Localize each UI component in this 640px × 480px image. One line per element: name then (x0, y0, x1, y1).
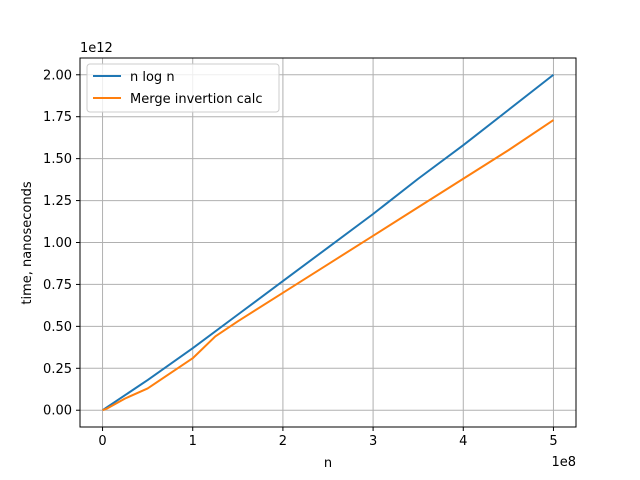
ticks: 0 1 2 3 4 5 0.00 0.25 0.50 0.75 1.00 1.25 1.50 1.75 2.… (43, 68, 558, 449)
x-tick-label: 5 (549, 434, 557, 449)
y-tick-label: 0.25 (43, 362, 72, 377)
y-tick-label: 1.00 (43, 236, 72, 251)
legend: n log n Merge invertion calc (86, 63, 280, 113)
y-tick-label: 2.00 (43, 68, 72, 83)
legend-box (86, 63, 280, 113)
x-axis-offset-label: 1e8 (551, 455, 576, 470)
series-line-1 (102, 119, 555, 412)
y-tick-label: 1.75 (43, 110, 72, 125)
x-tick-label: 2 (279, 434, 287, 449)
x-tick-label: 1 (189, 434, 197, 449)
series-line-0 (101, 73, 555, 412)
y-tick-label: 0.00 (43, 404, 72, 419)
y-tick-label: 0.75 (43, 278, 72, 293)
y-tick-label: 1.25 (43, 194, 72, 209)
y-axis-label: time, nanoseconds (20, 181, 35, 304)
legend-label-merge: Merge invertion calc (130, 92, 263, 107)
series-lines (101, 73, 555, 412)
y-axis-offset-label: 1e12 (80, 41, 113, 56)
x-tick-label: 3 (369, 434, 377, 449)
y-tick-label: 1.50 (43, 152, 72, 167)
legend-label-n-log-n: n log n (130, 70, 175, 85)
x-tick-label: 0 (98, 434, 106, 449)
x-axis-label: n (324, 456, 332, 471)
y-tick-label: 0.50 (43, 320, 72, 335)
x-tick-label: 4 (459, 434, 467, 449)
